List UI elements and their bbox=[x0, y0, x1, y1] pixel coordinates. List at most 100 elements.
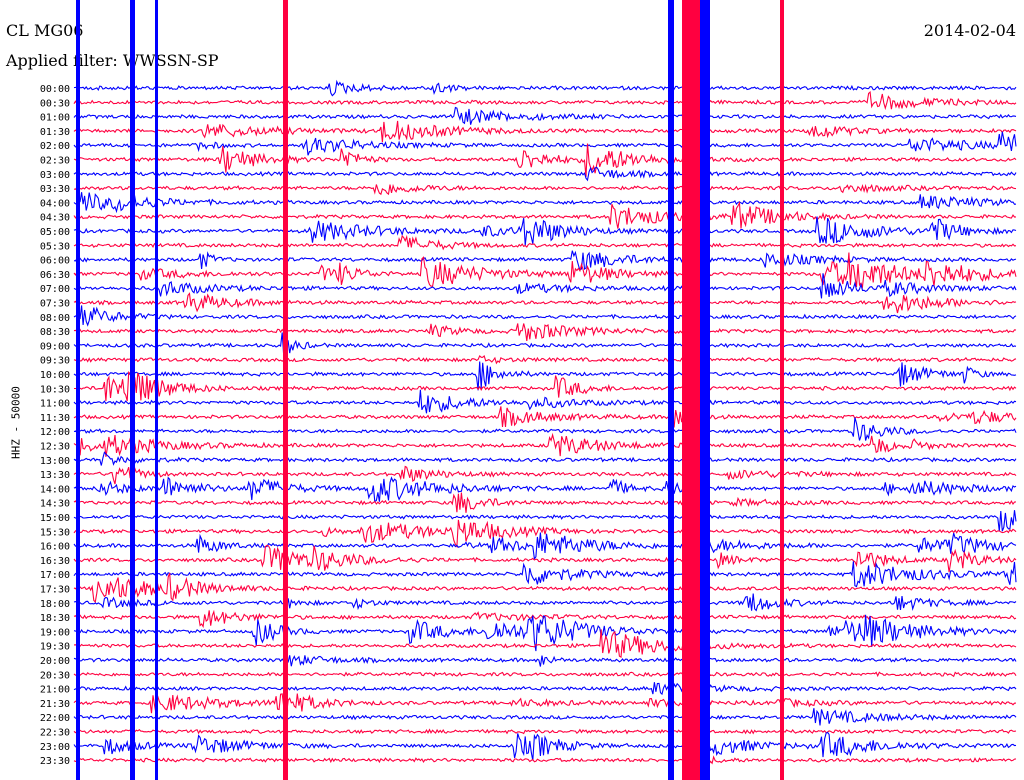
row-label-08:30: 08:30 bbox=[40, 327, 70, 338]
trace-row-02:30 bbox=[73, 143, 1017, 177]
large-event-1 bbox=[130, 0, 135, 780]
trace-row-05:30 bbox=[73, 234, 1017, 251]
trace-row-03:30 bbox=[73, 183, 1017, 196]
row-label-13:30: 13:30 bbox=[40, 470, 70, 481]
trace-row-14:00 bbox=[73, 476, 1017, 503]
trace-row-07:30 bbox=[73, 292, 1017, 314]
trace-row-05:00 bbox=[73, 216, 1017, 246]
trace-row-21:30 bbox=[73, 693, 1017, 714]
trace-row-00:00 bbox=[73, 79, 1017, 97]
date-label: 2014-02-04 bbox=[923, 21, 1016, 40]
row-label-12:00: 12:00 bbox=[40, 427, 70, 438]
row-label-09:30: 09:30 bbox=[40, 356, 70, 367]
trace-row-07:00 bbox=[73, 273, 1017, 299]
trace-row-12:30 bbox=[73, 432, 1017, 457]
large-event-5 bbox=[682, 0, 700, 780]
trace-row-08:30 bbox=[73, 323, 1017, 341]
trace-row-02:00 bbox=[73, 131, 1017, 156]
row-label-03:30: 03:30 bbox=[40, 184, 70, 195]
row-label-05:30: 05:30 bbox=[40, 241, 70, 252]
row-label-14:30: 14:30 bbox=[40, 499, 70, 510]
trace-row-19:00 bbox=[73, 614, 1017, 652]
large-event-2 bbox=[155, 0, 158, 780]
row-label-07:30: 07:30 bbox=[40, 299, 70, 310]
row-label-19:30: 19:30 bbox=[40, 642, 70, 653]
row-label-21:00: 21:00 bbox=[40, 685, 70, 696]
row-label-18:30: 18:30 bbox=[40, 613, 70, 624]
row-label-16:30: 16:30 bbox=[40, 556, 70, 567]
trace-row-17:30 bbox=[73, 572, 1017, 604]
filter-label: Applied filter: WWSSN-SP bbox=[6, 51, 219, 70]
trace-row-23:00 bbox=[73, 731, 1017, 761]
row-label-00:30: 00:30 bbox=[40, 98, 70, 109]
row-label-17:30: 17:30 bbox=[40, 585, 70, 596]
row-label-group: 00:00 00:30 01:00 01:30 02:00 02:30 03:00 03:30… bbox=[40, 84, 70, 767]
row-label-23:00: 23:00 bbox=[40, 742, 70, 753]
trace-row-14:30 bbox=[73, 492, 1017, 513]
row-label-10:30: 10:30 bbox=[40, 384, 70, 395]
row-label-02:30: 02:30 bbox=[40, 156, 70, 167]
row-label-03:00: 03:00 bbox=[40, 170, 70, 181]
trace-row-11:00 bbox=[73, 389, 1017, 414]
trace-row-18:30 bbox=[73, 609, 1017, 629]
trace-row-23:30 bbox=[73, 747, 1017, 770]
large-event-4 bbox=[668, 0, 674, 780]
row-label-22:30: 22:30 bbox=[40, 728, 70, 739]
station-title: CL MG06 bbox=[6, 21, 84, 40]
trace-row-09:00 bbox=[73, 332, 1017, 356]
trace-row-11:30 bbox=[73, 406, 1017, 428]
trace-row-04:30 bbox=[73, 200, 1017, 229]
trace-row-03:00 bbox=[73, 166, 1017, 182]
trace-row-06:00 bbox=[73, 250, 1017, 271]
row-label-08:00: 08:00 bbox=[40, 313, 70, 324]
large-event-6 bbox=[700, 0, 710, 780]
row-label-07:00: 07:00 bbox=[40, 284, 70, 295]
trace-row-17:00 bbox=[73, 561, 1017, 588]
row-label-22:00: 22:00 bbox=[40, 713, 70, 724]
trace-row-22:30 bbox=[73, 728, 1017, 735]
row-label-20:00: 20:00 bbox=[40, 656, 70, 667]
row-label-04:00: 04:00 bbox=[40, 198, 70, 209]
trace-row-01:00 bbox=[73, 106, 1017, 125]
row-label-21:30: 21:30 bbox=[40, 699, 70, 710]
row-label-12:30: 12:30 bbox=[40, 442, 70, 453]
large-event-7 bbox=[780, 0, 784, 780]
row-label-20:30: 20:30 bbox=[40, 670, 70, 681]
row-label-19:00: 19:00 bbox=[40, 627, 70, 638]
row-label-04:30: 04:30 bbox=[40, 213, 70, 224]
trace-row-10:00 bbox=[73, 361, 1017, 391]
row-label-06:30: 06:30 bbox=[40, 270, 70, 281]
trace-row-01:30 bbox=[73, 120, 1017, 143]
row-label-02:00: 02:00 bbox=[40, 141, 70, 152]
trace-row-06:30 bbox=[73, 252, 1017, 289]
trace-row-13:00 bbox=[73, 451, 1017, 466]
row-label-11:00: 11:00 bbox=[40, 399, 70, 410]
trace-row-09:30 bbox=[73, 354, 1017, 365]
row-label-05:00: 05:00 bbox=[40, 227, 70, 238]
trace-row-00:30 bbox=[73, 90, 1017, 111]
row-label-17:00: 17:00 bbox=[40, 570, 70, 581]
trace-row-12:00 bbox=[73, 417, 1017, 441]
large-event-0 bbox=[76, 0, 80, 780]
trace-row-16:30 bbox=[73, 544, 1017, 573]
row-label-11:30: 11:30 bbox=[40, 413, 70, 424]
trace-row-16:00 bbox=[73, 532, 1017, 561]
row-label-15:00: 15:00 bbox=[40, 513, 70, 524]
trace-row-10:30 bbox=[74, 370, 1017, 402]
row-label-23:30: 23:30 bbox=[40, 756, 70, 767]
trace-row-13:30 bbox=[73, 465, 1017, 485]
trace-row-22:00 bbox=[73, 708, 1017, 726]
row-label-15:30: 15:30 bbox=[40, 527, 70, 538]
row-label-13:00: 13:00 bbox=[40, 456, 70, 467]
trace-row-04:00 bbox=[73, 192, 1017, 214]
trace-row-18:00 bbox=[73, 593, 1017, 612]
trace-group bbox=[73, 0, 1017, 780]
row-label-09:00: 09:00 bbox=[40, 341, 70, 352]
row-label-00:00: 00:00 bbox=[40, 84, 70, 95]
row-label-14:00: 14:00 bbox=[40, 484, 70, 495]
trace-row-21:00 bbox=[73, 682, 1017, 696]
trace-row-15:30 bbox=[73, 519, 1017, 549]
row-label-18:00: 18:00 bbox=[40, 599, 70, 610]
row-label-10:00: 10:00 bbox=[40, 370, 70, 381]
